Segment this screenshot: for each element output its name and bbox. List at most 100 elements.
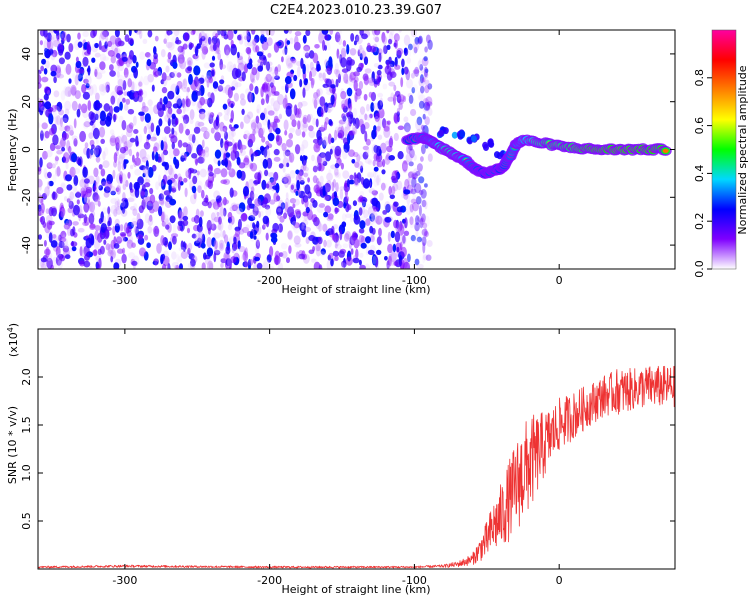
noise-blob: [177, 45, 184, 53]
noise-blob: [94, 42, 99, 49]
noise-blob: [144, 113, 151, 123]
noise-blob: [387, 231, 391, 242]
noise-blob: [156, 101, 164, 111]
noise-blob: [42, 150, 48, 160]
noise-blob: [388, 255, 392, 267]
noise-blob: [295, 190, 299, 196]
noise-blob: [402, 163, 408, 171]
noise-blob: [203, 48, 209, 54]
noise-blob: [393, 261, 399, 267]
noise-blob: [407, 171, 414, 178]
noise-blob: [256, 108, 260, 114]
noise-blob: [340, 57, 347, 68]
noise-blob: [115, 235, 123, 241]
noise-blob: [346, 178, 350, 188]
noise-blob: [119, 232, 126, 237]
noise-blob: [63, 86, 68, 97]
noise-blob: [71, 153, 78, 163]
noise-blob: [99, 85, 107, 96]
noise-blob: [243, 35, 251, 41]
noise-blob: [54, 154, 59, 166]
noise-blob: [164, 162, 169, 171]
noise-blob: [72, 184, 78, 192]
noise-blob: [282, 97, 288, 109]
noise-blob: [176, 72, 182, 78]
y-tick-label: 0.5: [20, 512, 33, 530]
noise-blob: [220, 205, 223, 217]
noise-blob: [234, 203, 239, 212]
noise-blob: [155, 227, 160, 237]
noise-blob: [284, 175, 288, 183]
noise-blob: [338, 123, 344, 130]
noise-blob: [86, 41, 91, 53]
noise-blob: [215, 33, 219, 38]
noise-blob: [71, 86, 77, 97]
noise-blob: [256, 104, 262, 114]
noise-blob: [133, 67, 139, 79]
noise-blob: [203, 32, 210, 38]
noise-blob: [408, 170, 416, 179]
noise-blob: [349, 213, 353, 223]
noise-blob: [386, 71, 393, 81]
noise-blob: [199, 96, 206, 106]
noise-blob: [171, 127, 175, 135]
noise-blob: [354, 174, 359, 186]
noise-blob: [270, 76, 275, 88]
noise-blob: [189, 118, 194, 124]
noise-blob: [344, 126, 348, 138]
noise-blob: [48, 220, 55, 226]
noise-blob: [400, 234, 407, 246]
noise-blob: [116, 59, 124, 67]
noise-blob: [119, 224, 124, 232]
noise-blob: [88, 266, 93, 269]
noise-blob: [57, 234, 61, 245]
noise-blob: [67, 124, 74, 135]
noise-blob: [424, 231, 429, 237]
noise-blob: [196, 170, 200, 176]
noise-blob: [227, 30, 234, 41]
noise-blob: [119, 101, 123, 111]
noise-blob: [370, 102, 375, 113]
noise-blob: [274, 75, 280, 80]
noise-blob: [309, 202, 313, 211]
noise-blob: [180, 208, 187, 219]
noise-blob: [410, 234, 416, 242]
noise-blob: [45, 208, 50, 215]
noise-blob: [152, 133, 157, 140]
noise-blob: [274, 66, 279, 76]
noise-blob: [56, 115, 61, 126]
noise-blob: [180, 152, 187, 159]
noise-blob: [297, 120, 301, 130]
noise-blob: [242, 226, 249, 234]
noise-blob: [286, 57, 293, 69]
noise-blob: [110, 198, 118, 204]
noise-blob: [207, 36, 212, 45]
noise-blob: [176, 253, 180, 265]
noise-blob: [114, 85, 120, 93]
noise-blob: [376, 145, 382, 157]
noise-blob: [255, 115, 260, 124]
noise-blob: [152, 260, 158, 266]
noise-blob: [38, 234, 42, 240]
noise-blob: [414, 222, 420, 232]
noise-blob: [409, 203, 414, 213]
noise-blob: [224, 234, 229, 244]
noise-blob: [260, 127, 266, 135]
noise-blob: [93, 167, 99, 178]
noise-blob: [385, 203, 391, 213]
noise-blob: [148, 105, 154, 116]
noise-blob: [116, 70, 120, 78]
noise-blob: [347, 122, 351, 131]
noise-blob: [324, 151, 332, 162]
noise-blob: [249, 83, 254, 92]
noise-blob: [82, 49, 86, 58]
noise-blob: [105, 115, 112, 127]
noise-blob: [296, 179, 300, 191]
noise-blob: [409, 216, 414, 226]
noise-blob: [171, 70, 179, 78]
noise-blob: [129, 137, 136, 143]
noise-blob: [44, 47, 48, 53]
noise-blob: [140, 191, 145, 196]
noise-blob: [59, 139, 66, 148]
noise-blob: [323, 211, 329, 218]
